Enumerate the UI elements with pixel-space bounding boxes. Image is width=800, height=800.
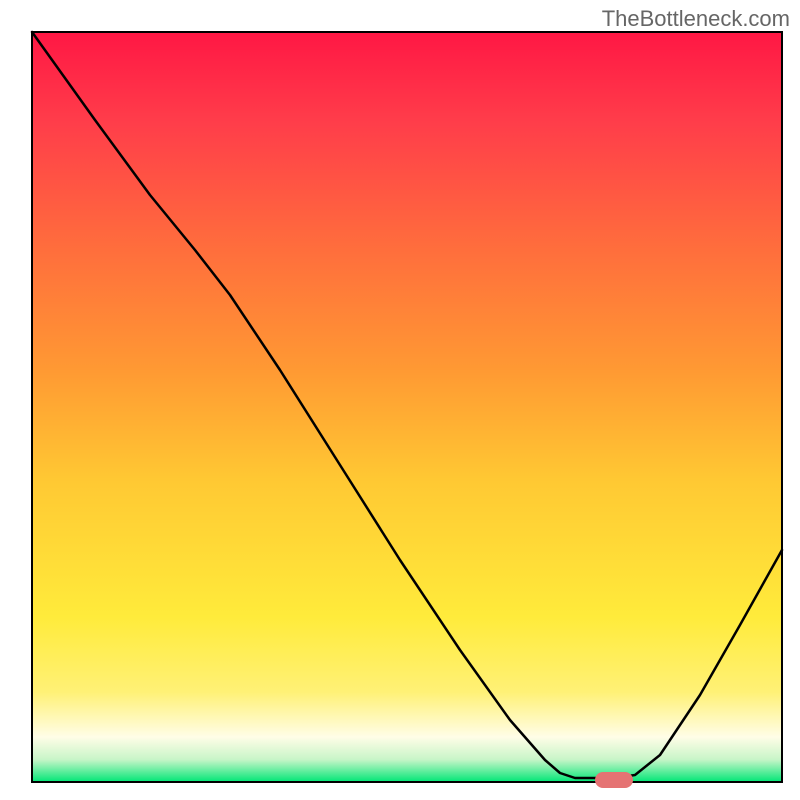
watermark-text: TheBottleneck.com	[602, 6, 790, 32]
optimal-marker	[595, 772, 633, 788]
plot-background	[32, 32, 782, 782]
bottleneck-chart: TheBottleneck.com	[0, 0, 800, 800]
chart-svg	[0, 0, 800, 800]
